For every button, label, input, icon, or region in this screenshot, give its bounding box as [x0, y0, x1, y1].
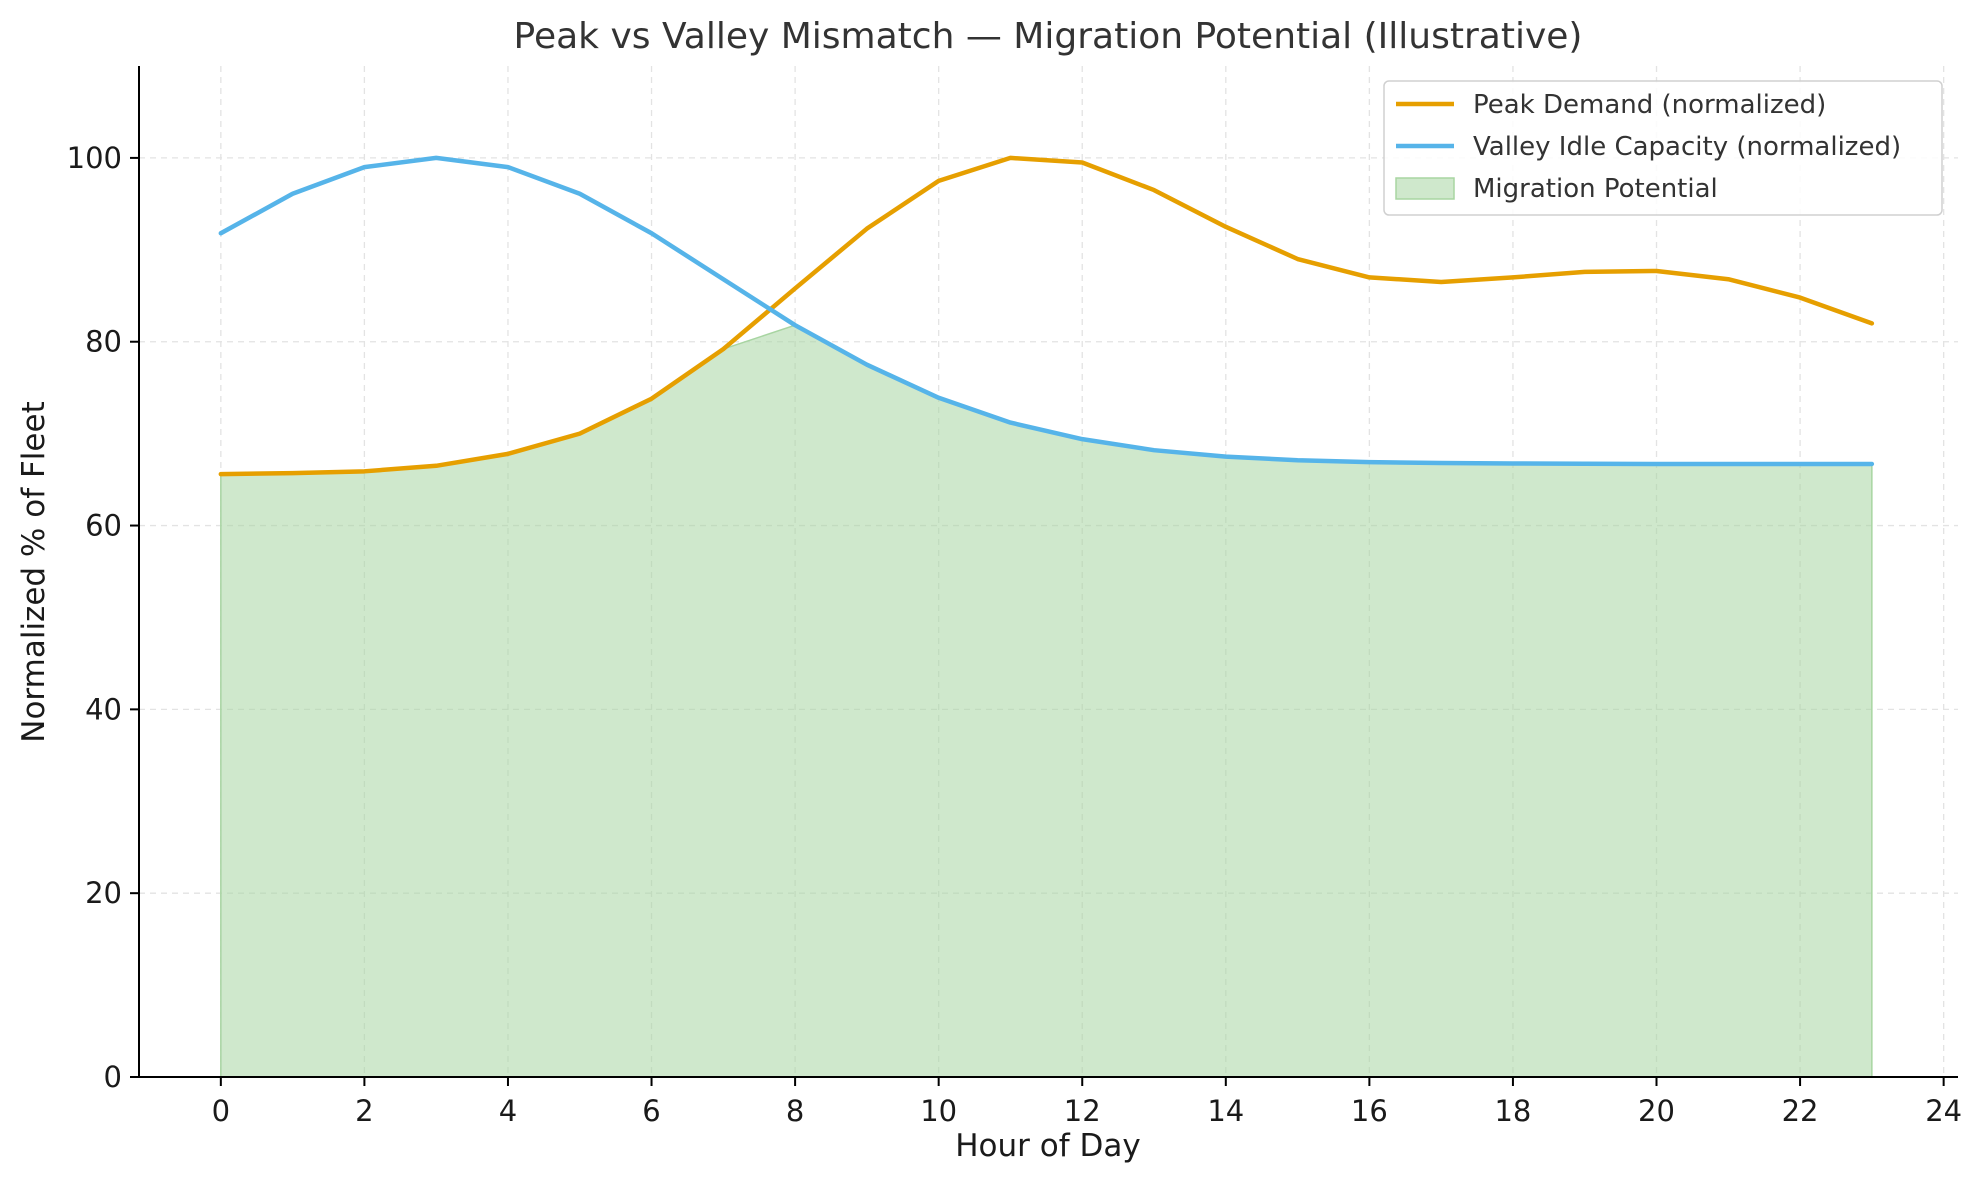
x-tick-label: 22	[1782, 1094, 1819, 1128]
x-tick-label: 0	[212, 1094, 230, 1128]
x-tick-label: 2	[355, 1094, 373, 1128]
legend-migration-label: Migration Potential	[1473, 174, 1718, 204]
x-tick-label: 14	[1207, 1094, 1244, 1128]
legend-peak-label: Peak Demand (normalized)	[1473, 90, 1826, 120]
migration-potential-area	[220, 324, 1873, 1078]
peak-demand-line	[218, 155, 1875, 477]
y-tick-label: 100	[67, 141, 122, 175]
x-tick-label: 6	[642, 1094, 660, 1128]
y-tick-label: 0	[104, 1060, 122, 1094]
legend-migration-swatch	[1395, 177, 1455, 200]
legend-box	[1383, 80, 1943, 216]
x-tick-label: 18	[1494, 1094, 1531, 1128]
legend: Peak Demand (normalized) Valley Idle Cap…	[1383, 80, 1943, 216]
x-tick-label: 12	[1064, 1094, 1101, 1128]
y-tick-label: 80	[85, 325, 122, 359]
x-tick-label: 20	[1638, 1094, 1675, 1128]
area-layer	[220, 324, 1873, 1078]
x-tick-label: 10	[920, 1094, 957, 1128]
y-tick-label: 60	[85, 509, 122, 543]
y-tick-label: 40	[85, 692, 122, 726]
chart-title: Peak vs Valley Mismatch — Migration Pote…	[514, 16, 1583, 57]
legend-valley-label: Valley Idle Capacity (normalized)	[1473, 132, 1901, 162]
x-tick-label: 24	[1925, 1094, 1962, 1128]
x-tick-label: 4	[499, 1094, 517, 1128]
lines-layer	[218, 155, 1875, 477]
y-axis-label: Normalized % of Fleet	[16, 401, 52, 742]
y-tick-label: 20	[85, 876, 122, 910]
x-tick-label: 16	[1351, 1094, 1388, 1128]
x-axis-label: Hour of Day	[955, 1128, 1140, 1164]
valley-idle-capacity-line	[218, 155, 1875, 467]
axes-layer	[138, 66, 1958, 1078]
x-tick-label: 8	[786, 1094, 804, 1128]
